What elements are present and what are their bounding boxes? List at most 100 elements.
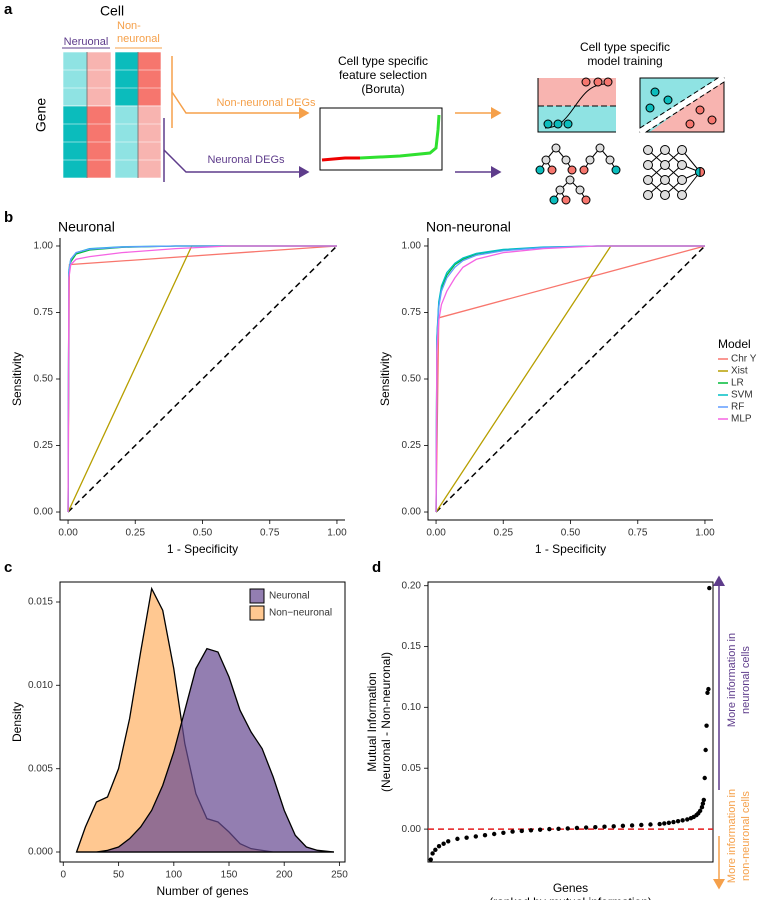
y-axis-label: Sensitivity <box>378 352 392 406</box>
gene-point <box>574 825 580 831</box>
gene-point <box>705 690 710 695</box>
step-title: Cell type specific feature selection (Boru… <box>338 54 428 96</box>
line: Non- <box>117 20 141 32</box>
reference-line <box>67 245 338 513</box>
x-tick-label: 0.00 <box>426 528 446 539</box>
y-tick-label: 0.000 <box>28 847 53 858</box>
roc-line <box>67 245 337 513</box>
gene-point <box>639 822 644 828</box>
x-tick-label: 150 <box>221 870 238 881</box>
gene-point <box>675 819 681 824</box>
gene-point <box>482 833 488 838</box>
gene-point <box>464 835 469 840</box>
legend-label: MLP <box>731 414 752 425</box>
panel-label: d <box>372 559 381 576</box>
chart-title: Neuronal <box>58 219 115 235</box>
y-tick-label: 0.00 <box>402 507 422 518</box>
legend-label: Non−neuronal <box>269 608 332 619</box>
line: feature selection <box>339 68 427 82</box>
gene-point <box>428 857 433 862</box>
plot-frame <box>427 581 714 863</box>
line: (Neuronal - Non-neuronal) <box>379 652 393 792</box>
gene-point <box>446 839 451 844</box>
axis-lines <box>59 238 345 521</box>
x-tick-label: 0.25 <box>126 528 146 539</box>
x-tick-label: 1.00 <box>327 528 347 539</box>
gene-point <box>620 823 626 829</box>
gene-point <box>700 801 706 806</box>
x-tick-label: 200 <box>276 870 293 881</box>
line: (Boruta) <box>361 82 404 96</box>
panel-a: a Cell Gene Neruonal Non-neuronal Non-ne… <box>4 1 726 205</box>
x-axis-label: 1 - Specificity <box>167 542 238 556</box>
gene-point <box>473 834 479 839</box>
y-tick-label: 0.05 <box>402 763 422 774</box>
y-axis-label: Mutual Information(Neuronal - Non-neuron… <box>365 652 393 792</box>
y-tick-label: 0.00 <box>402 824 422 835</box>
gene-point <box>648 822 653 827</box>
line: Cell type specific <box>580 40 670 54</box>
gene-point <box>703 747 708 753</box>
degs-label: Non-neuronal DEGs <box>216 97 316 109</box>
gene-point <box>602 824 607 829</box>
gene-point <box>491 831 497 837</box>
roc-line <box>435 245 705 513</box>
line: model training <box>587 54 662 68</box>
chart-title: Non-neuronal <box>426 219 511 235</box>
gene-point <box>501 830 506 835</box>
y-tick-label: 0.15 <box>402 641 422 652</box>
density-area <box>76 647 335 853</box>
x-tick-label: 100 <box>165 870 182 881</box>
gene-point <box>556 826 561 831</box>
line: (ranked by mutual information) <box>489 895 652 900</box>
gene-point <box>528 828 534 833</box>
line: non-neuronal cells <box>740 791 752 881</box>
x-tick-label: 250 <box>331 870 348 881</box>
y-tick-label: 0.10 <box>402 702 422 713</box>
gene-point <box>455 836 460 842</box>
y-tick-label: 0.010 <box>28 680 53 691</box>
y-tick-label: 0.25 <box>402 440 422 451</box>
legend-label: Neuronal <box>269 591 310 602</box>
y-tick-label: 0.015 <box>28 597 53 608</box>
y-tick-label: 0.25 <box>34 440 54 451</box>
gene-point <box>547 826 552 832</box>
axis-lines <box>427 238 713 521</box>
y-tick-label: 0.50 <box>34 374 54 385</box>
line: neuronal <box>117 33 160 45</box>
x-tick-label: 0 <box>61 870 67 881</box>
y-tick-label: 0.75 <box>34 307 54 318</box>
legend-label: LR <box>731 378 744 389</box>
model-icons <box>535 75 726 205</box>
x-axis-label: 1 - Specificity <box>535 542 606 556</box>
annotation: More information in neuronal cells <box>726 633 752 727</box>
annotation: More information in non-neuronal cells <box>726 789 752 883</box>
line: neuronal cells <box>740 646 752 714</box>
y-tick-label: 0.20 <box>402 580 422 591</box>
y-axis-label: Density <box>10 702 24 742</box>
line: More information in <box>726 633 738 727</box>
line: Mutual Information <box>365 672 379 771</box>
gene-point <box>611 824 616 829</box>
gene-point <box>629 823 635 828</box>
gene-point <box>593 824 598 830</box>
gene-point <box>671 819 676 825</box>
gene-point <box>666 820 672 825</box>
step-title: Cell type specific model training <box>580 40 670 68</box>
x-tick-label: 0.00 <box>58 528 78 539</box>
legend-swatch <box>249 588 265 604</box>
panel-label: c <box>4 559 12 576</box>
cell-label: Cell <box>100 3 124 19</box>
y-tick-label: 1.00 <box>402 241 422 252</box>
legend-label: Xist <box>731 366 748 377</box>
gene-point <box>519 828 524 834</box>
legend-label: Chr Y <box>731 354 757 365</box>
legend-label: SVM <box>731 390 753 401</box>
gene-point <box>662 821 667 826</box>
x-axis-label: Genes(ranked by mutual information) <box>489 881 652 900</box>
y-tick-label: 0.50 <box>402 374 422 385</box>
x-tick-label: 0.75 <box>260 528 280 539</box>
gene-point <box>707 585 712 591</box>
line: Genes <box>553 881 588 895</box>
roc-line <box>67 245 337 513</box>
